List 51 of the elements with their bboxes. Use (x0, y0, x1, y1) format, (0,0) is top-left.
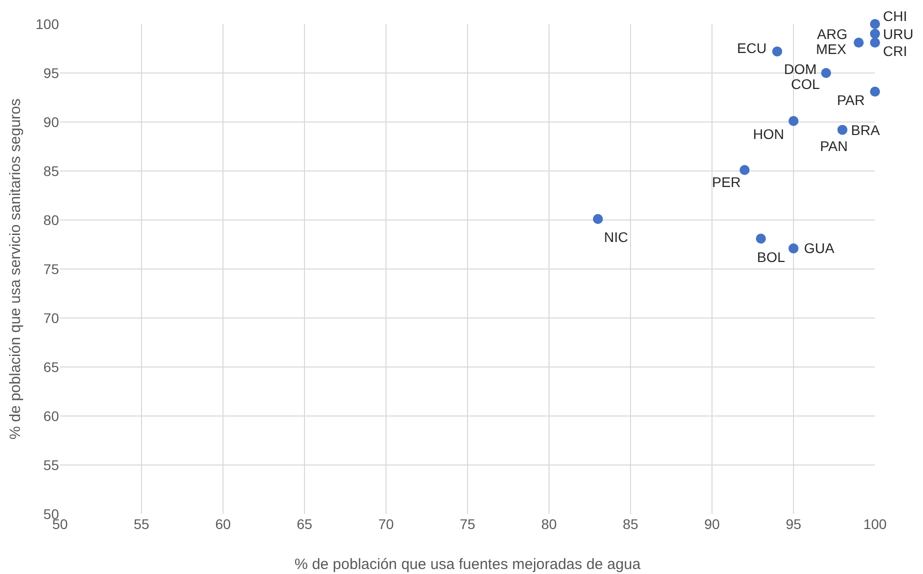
annotation: URU (883, 26, 914, 42)
x-axis-title: % de población que usa fuentes mejoradas de agua (294, 556, 642, 573)
annotation: BRA (851, 122, 880, 138)
x-tick-label: 100 (863, 516, 887, 532)
y-tick-label: 75 (43, 260, 60, 277)
y-tick-label: 55 (43, 456, 60, 473)
point (870, 19, 880, 29)
y-tick-label: 80 (43, 212, 60, 228)
x-tick-label: 60 (215, 516, 231, 532)
annotation: CRI (883, 43, 908, 59)
annotation: PAR (837, 92, 865, 108)
annotation: ARG (817, 26, 848, 42)
point (592, 214, 603, 224)
y-axis-title: % de población que usa servicio sanitarios seguros (7, 98, 24, 440)
annotation: DOM (784, 61, 817, 77)
x-tick-label: 95 (786, 516, 802, 532)
x-tick-label: 75 (460, 516, 476, 532)
point (837, 124, 848, 135)
point (772, 46, 782, 56)
y-tick-label: 65 (43, 358, 60, 375)
x-tick-label: 65 (296, 516, 312, 532)
point (870, 28, 880, 39)
annotation: PER (712, 174, 741, 190)
annotation: GUA (804, 240, 835, 256)
point (788, 243, 798, 254)
annotation: CHI (883, 8, 908, 24)
annotation: MEX (816, 41, 847, 57)
annotation: PAN (820, 138, 848, 154)
annotation: COL (791, 76, 820, 92)
point (740, 165, 750, 176)
annotation: BOL (757, 249, 786, 265)
x-tick-label: 90 (704, 516, 720, 532)
x-tick-label: 55 (134, 516, 150, 532)
x-tick-label: 85 (622, 516, 638, 532)
y-tick-label: 85 (43, 162, 60, 179)
point (788, 116, 798, 126)
y-tick-label: 95 (43, 64, 60, 81)
y-tick-label: 100 (36, 16, 60, 32)
annotation: NIC (604, 229, 628, 245)
annotation: HON (753, 126, 784, 142)
y-tick-label: 90 (43, 114, 60, 130)
y-tick-label: 60 (43, 408, 60, 424)
point (821, 68, 832, 78)
x-tick-label: 80 (541, 516, 557, 532)
point (870, 86, 880, 97)
point (756, 234, 766, 244)
annotation: ECU (737, 40, 767, 56)
x-tick-label: 70 (378, 516, 394, 532)
point (854, 38, 864, 48)
y-tick-label: 70 (43, 310, 60, 326)
point (870, 38, 880, 48)
